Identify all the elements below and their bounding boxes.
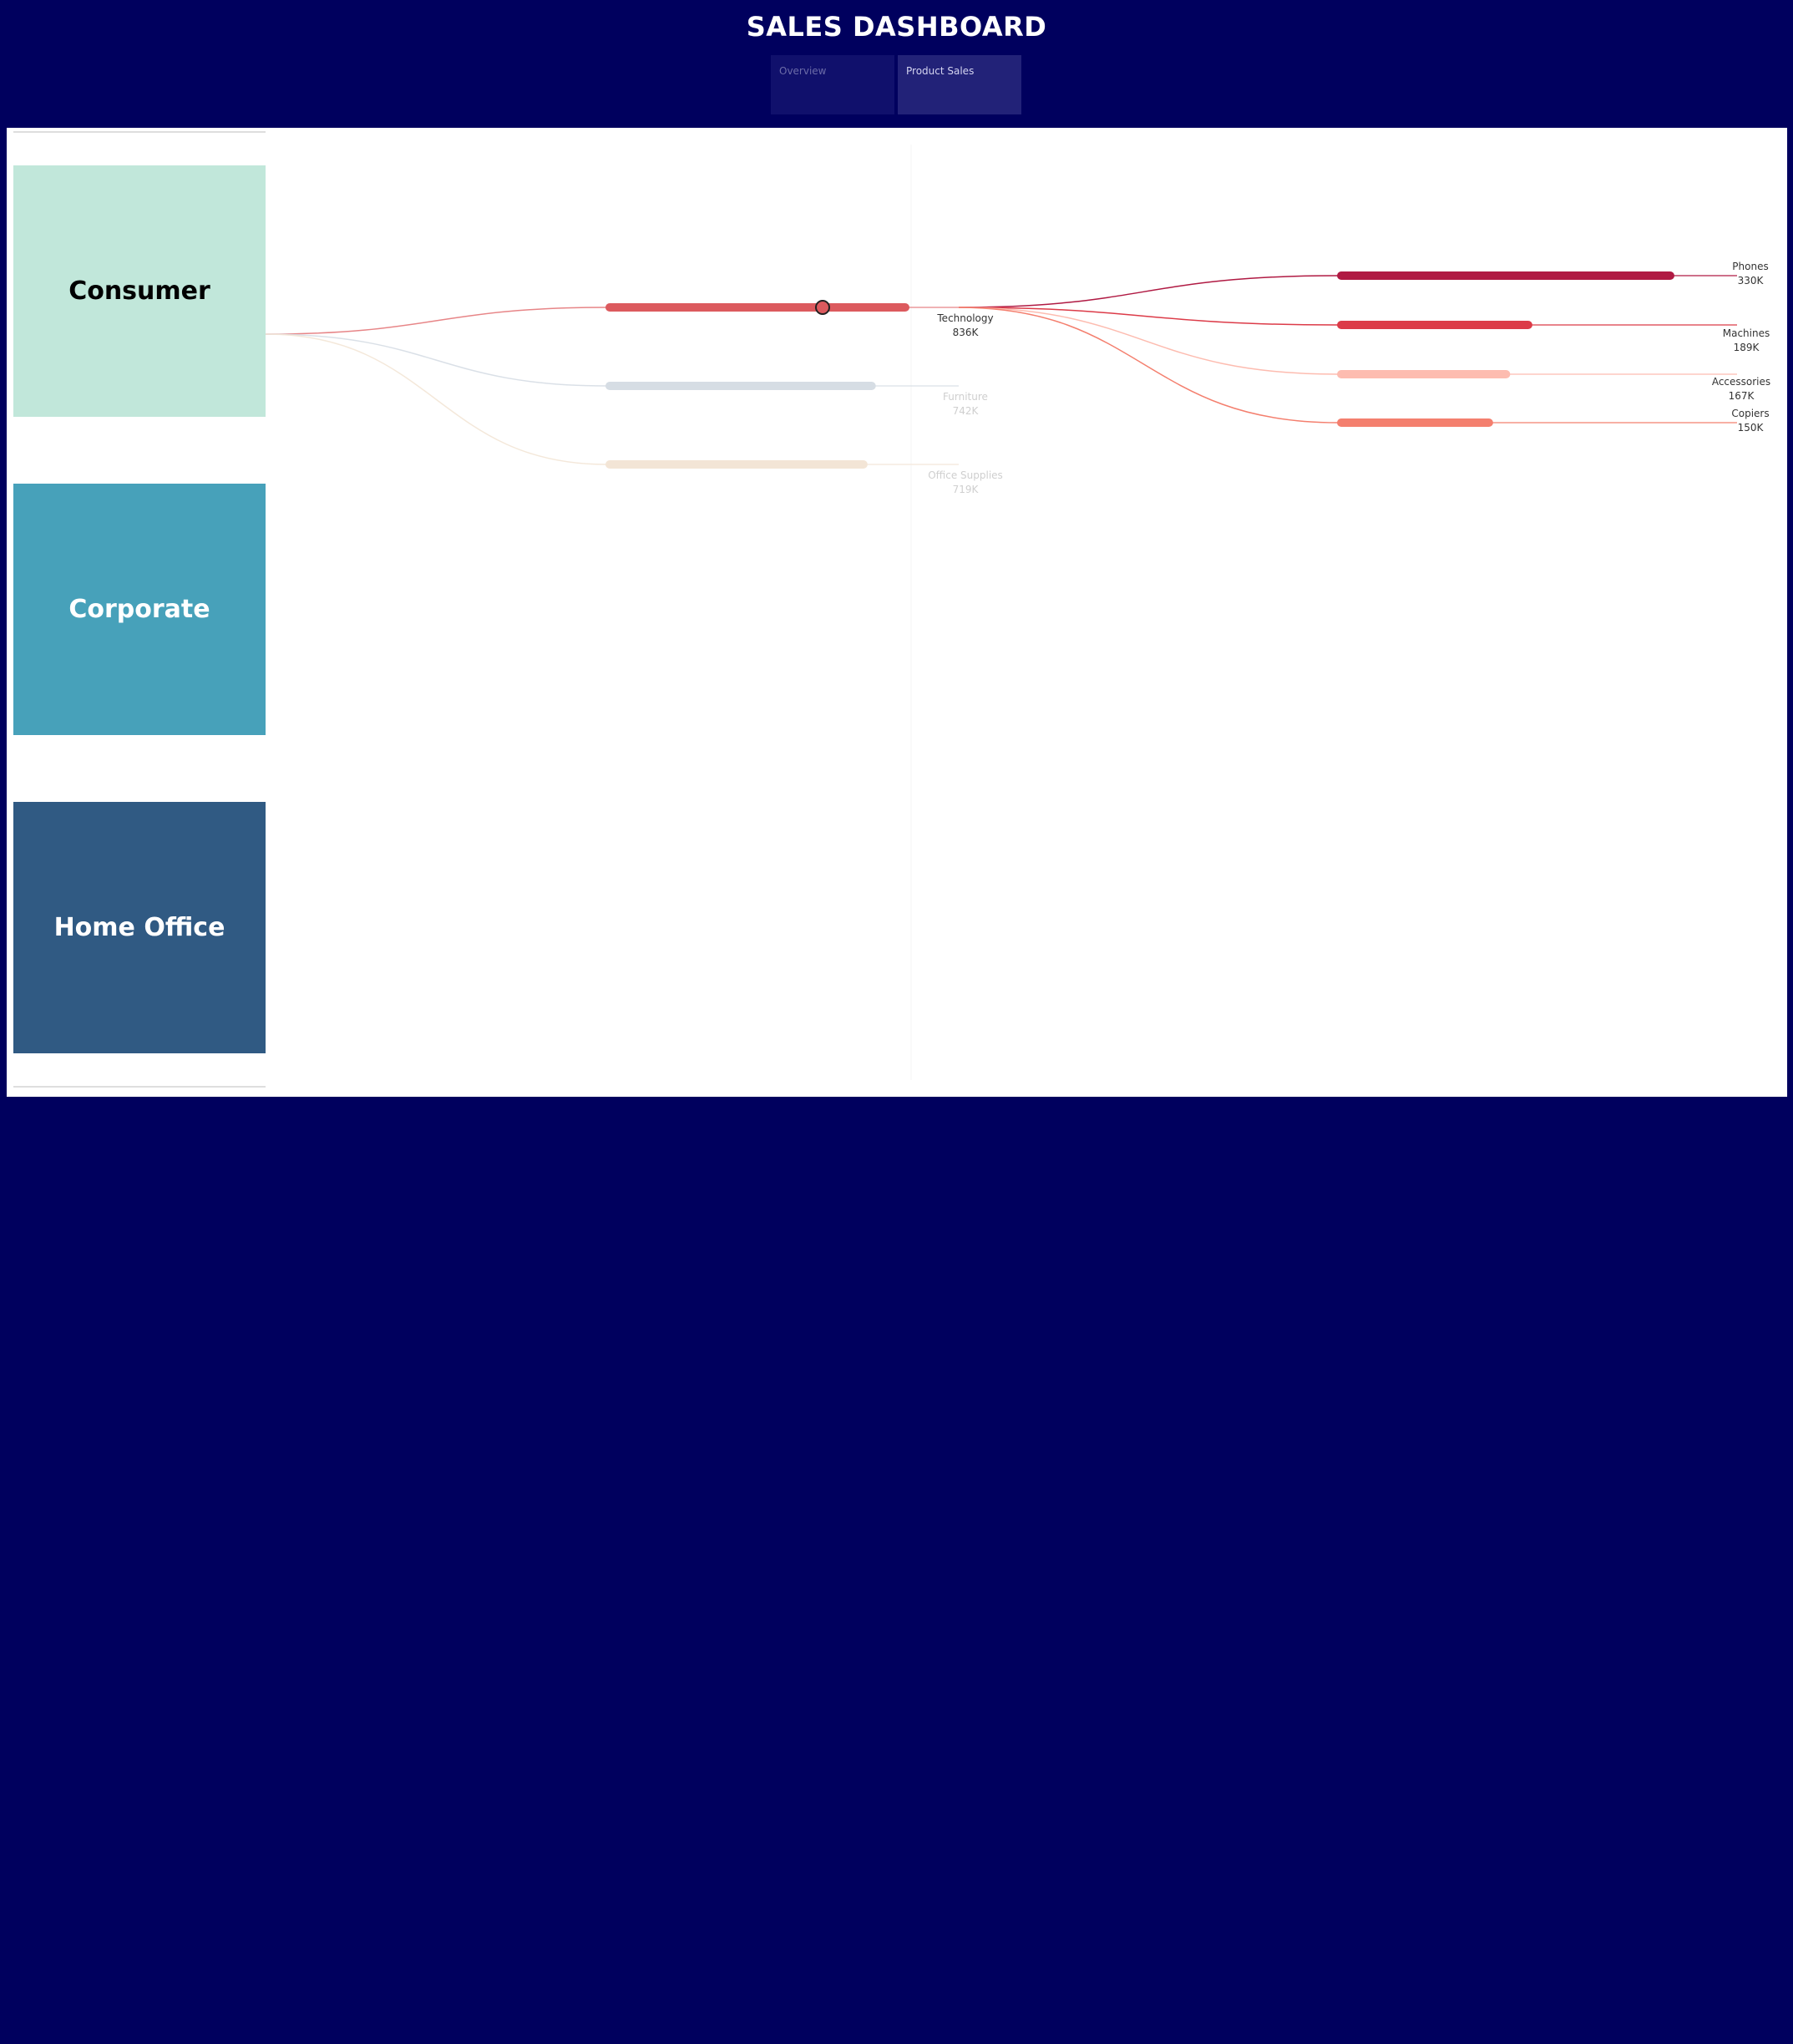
sub-value-accessories: 167K bbox=[1729, 390, 1755, 402]
sub-value-machines: 189K bbox=[1734, 342, 1760, 353]
flow-link-furniture bbox=[266, 334, 606, 386]
tab-overview[interactable]: Overview bbox=[771, 55, 894, 114]
tab-product-sales[interactable]: Product Sales bbox=[898, 55, 1021, 114]
tab-bar: Overview Product Sales bbox=[771, 55, 1021, 114]
flow-link-office-supplies bbox=[266, 334, 606, 464]
category-value-furniture: 742K bbox=[953, 405, 980, 417]
dashboard-title: SALES DASHBOARD bbox=[0, 7, 1793, 47]
sub-label-copiers: Copiers bbox=[1731, 408, 1769, 419]
category-label-furniture: Furniture bbox=[943, 391, 988, 403]
sub-value-phones: 330K bbox=[1738, 275, 1765, 287]
category-value-technology: 836K bbox=[953, 327, 980, 338]
category-label-office-supplies: Office Supplies bbox=[928, 469, 1003, 481]
category-label-technology: Technology bbox=[936, 312, 993, 324]
sub-flow-link-accessories bbox=[959, 307, 1338, 374]
sub-value-copiers: 150K bbox=[1738, 422, 1765, 434]
sub-label-accessories: Accessories bbox=[1712, 376, 1770, 388]
sankey-chart: Technology 836K Furniture 742K Office Suppli… bbox=[7, 128, 1787, 1097]
sub-label-machines: Machines bbox=[1723, 327, 1770, 339]
sub-label-phones: Phones bbox=[1732, 261, 1768, 272]
flow-link-technology bbox=[266, 307, 606, 334]
sub-flow-link-phones bbox=[959, 276, 1338, 307]
selection-marker bbox=[816, 301, 829, 314]
category-value-office-supplies: 719K bbox=[953, 484, 980, 495]
chart-panel: Consumer Corporate Home Office Technolog… bbox=[7, 128, 1787, 1097]
